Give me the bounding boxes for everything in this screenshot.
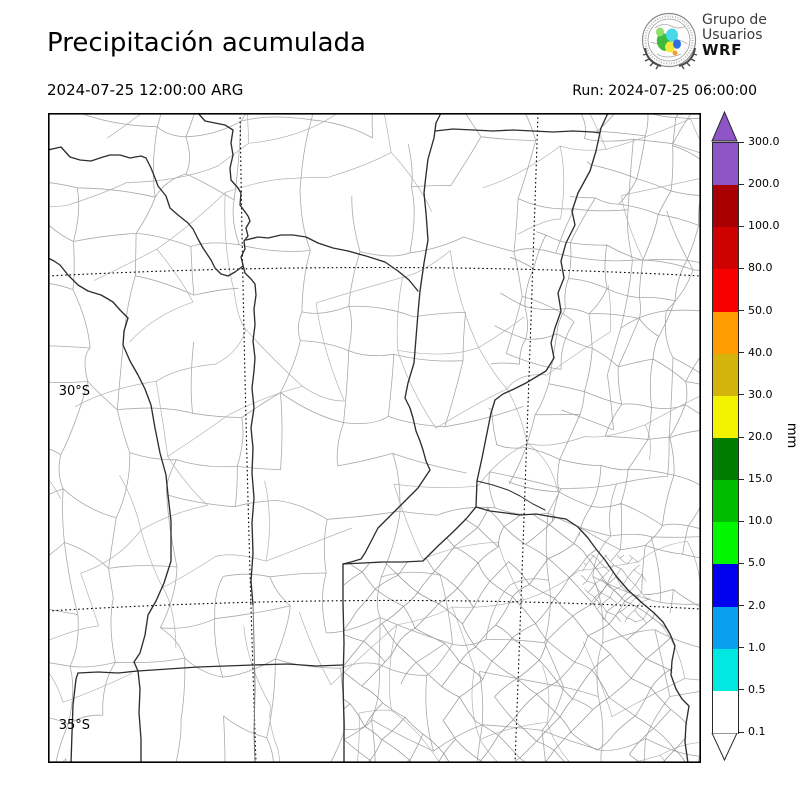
- colorbar-band: [713, 438, 738, 481]
- colorbar-tick-mark: [738, 141, 744, 143]
- colorbar-band: [713, 564, 738, 608]
- border-lapampa-south-branch: [137, 670, 142, 764]
- border-santafe-north: [434, 128, 601, 134]
- colorbar-tick-label: 100.0: [748, 219, 780, 233]
- border-buenosaires-west: [342, 563, 345, 764]
- border-larioja-cordoba: [47, 146, 244, 277]
- colorbar-tick-label: 2.0: [748, 598, 766, 612]
- colorbar-tick-label: 20.0: [748, 430, 773, 443]
- colorbar-band: [713, 690, 738, 734]
- colorbar-tick-mark: [738, 183, 744, 185]
- province-borders: [47, 112, 690, 764]
- colorbar-tick-label: 50.0: [748, 303, 773, 317]
- logo-precip-blob-yellow: [665, 41, 675, 53]
- colorbar-band: [713, 606, 738, 650]
- colorbar-bar: [712, 142, 739, 734]
- lat-label-35s: 35°S: [58, 718, 90, 733]
- logo-laurel-leaves: [642, 53, 698, 70]
- colorbar-under-arrow-shape: [711, 733, 738, 762]
- gridline-65w: [239, 112, 257, 764]
- run-time-label: Run: 2024-07-25 06:00:00: [572, 83, 757, 99]
- colorbar-tick-label: 40.0: [748, 345, 773, 359]
- page-title: Precipitación acumulada: [47, 28, 366, 58]
- colorbar-tick-label: 10.0: [748, 514, 773, 528]
- colorbar-band: [713, 185, 738, 228]
- border-lapampa-meridian: [252, 604, 256, 764]
- logo-text-line1: Grupo de: [702, 12, 767, 28]
- colorbar-unit-label: mm: [784, 422, 800, 449]
- border-cordoba-sanluis: [197, 112, 257, 606]
- colorbar-tick-label: 300.0: [748, 135, 780, 148]
- colorbar-tick-mark: [738, 605, 744, 607]
- colorbar-tick-mark: [738, 267, 744, 269]
- logo-laurel-branches: [644, 47, 696, 67]
- colorbar-tick-label: 0.1: [748, 725, 766, 738]
- gridline-30s: [47, 266, 702, 277]
- colorbar-tick-mark: [738, 689, 744, 691]
- border-cordoba-santiago: [245, 234, 419, 292]
- colorbar-tick-label: 1.0: [748, 640, 766, 654]
- logo-precip-blob-blue: [673, 39, 681, 49]
- colorbar-tick-mark: [738, 478, 744, 480]
- colorbar-band: [713, 480, 738, 523]
- colorbar-band: [713, 648, 738, 692]
- colorbar-band: [713, 143, 738, 186]
- logo-precip-blob-lightgreen: [656, 27, 664, 37]
- colorbar-under-arrow: [711, 733, 738, 762]
- colorbar-over-arrow: [711, 111, 738, 142]
- logo-precip-blob-orange: [672, 50, 678, 56]
- colorbar-tick-label: 5.0: [748, 556, 766, 570]
- logo-text-line2: Usuarios: [702, 27, 763, 43]
- colorbar-band: [713, 395, 738, 439]
- colorbar: 300.0 200.0 100.0 80.0 50.0 40.0 30.0 20.0 15.0 1…: [705, 100, 800, 775]
- border-lapampa-west: [70, 670, 139, 764]
- map-frame: [48, 113, 702, 764]
- border-sanluis-mendoza: [47, 257, 172, 672]
- border-cordoba-santafe: [342, 112, 442, 565]
- colorbar-band: [713, 311, 738, 355]
- border-lapampa-north: [137, 663, 344, 672]
- colorbar-tick-mark: [738, 225, 744, 227]
- logo-text-wrf: WRF: [702, 41, 742, 59]
- lat-label-30s: 30°S: [58, 384, 90, 399]
- colorbar-tick-mark: [738, 310, 744, 312]
- colorbar-tick-mark: [738, 520, 744, 522]
- colorbar-tick-label: 200.0: [748, 177, 780, 191]
- colorbar-tick-mark: [738, 352, 744, 354]
- wrf-users-group-logo-icon: [641, 12, 698, 70]
- colorbar-band: [713, 227, 738, 271]
- logo-precip-blob-cyan: [666, 28, 678, 42]
- border-buenosaires-santafe: [342, 506, 477, 565]
- colorbar-tick-mark: [738, 394, 744, 396]
- border-parana-delta: [476, 480, 546, 511]
- colorbar-tick-mark: [738, 436, 744, 438]
- colorbar-band: [713, 353, 738, 397]
- colorbar-tick-label: 15.0: [748, 472, 773, 486]
- latlon-gridlines: [47, 112, 702, 764]
- logo-text: Grupo de Usuarios WRF: [702, 13, 767, 58]
- border-parana-river-coast: [475, 112, 690, 764]
- colorbar-band: [713, 269, 738, 313]
- department-boundary-lattice: [488, 113, 701, 633]
- gridline-35s: [47, 599, 702, 612]
- logo-ring-text: [644, 15, 694, 65]
- colorbar-band: [713, 522, 738, 566]
- colorbar-tick-mark: [738, 562, 744, 564]
- gridline-60w: [514, 112, 539, 764]
- colorbar-tick-mark: [738, 647, 744, 649]
- valid-time-label: 2024-07-25 12:00:00 ARG: [47, 81, 244, 99]
- colorbar-tick-label: 30.0: [748, 387, 773, 401]
- colorbar-tick-label: 80.0: [748, 261, 773, 275]
- colorbar-over-arrow-shape: [711, 111, 738, 142]
- colorbar-tick-label: 0.5: [748, 682, 766, 696]
- colorbar-tick-mark: [738, 731, 744, 733]
